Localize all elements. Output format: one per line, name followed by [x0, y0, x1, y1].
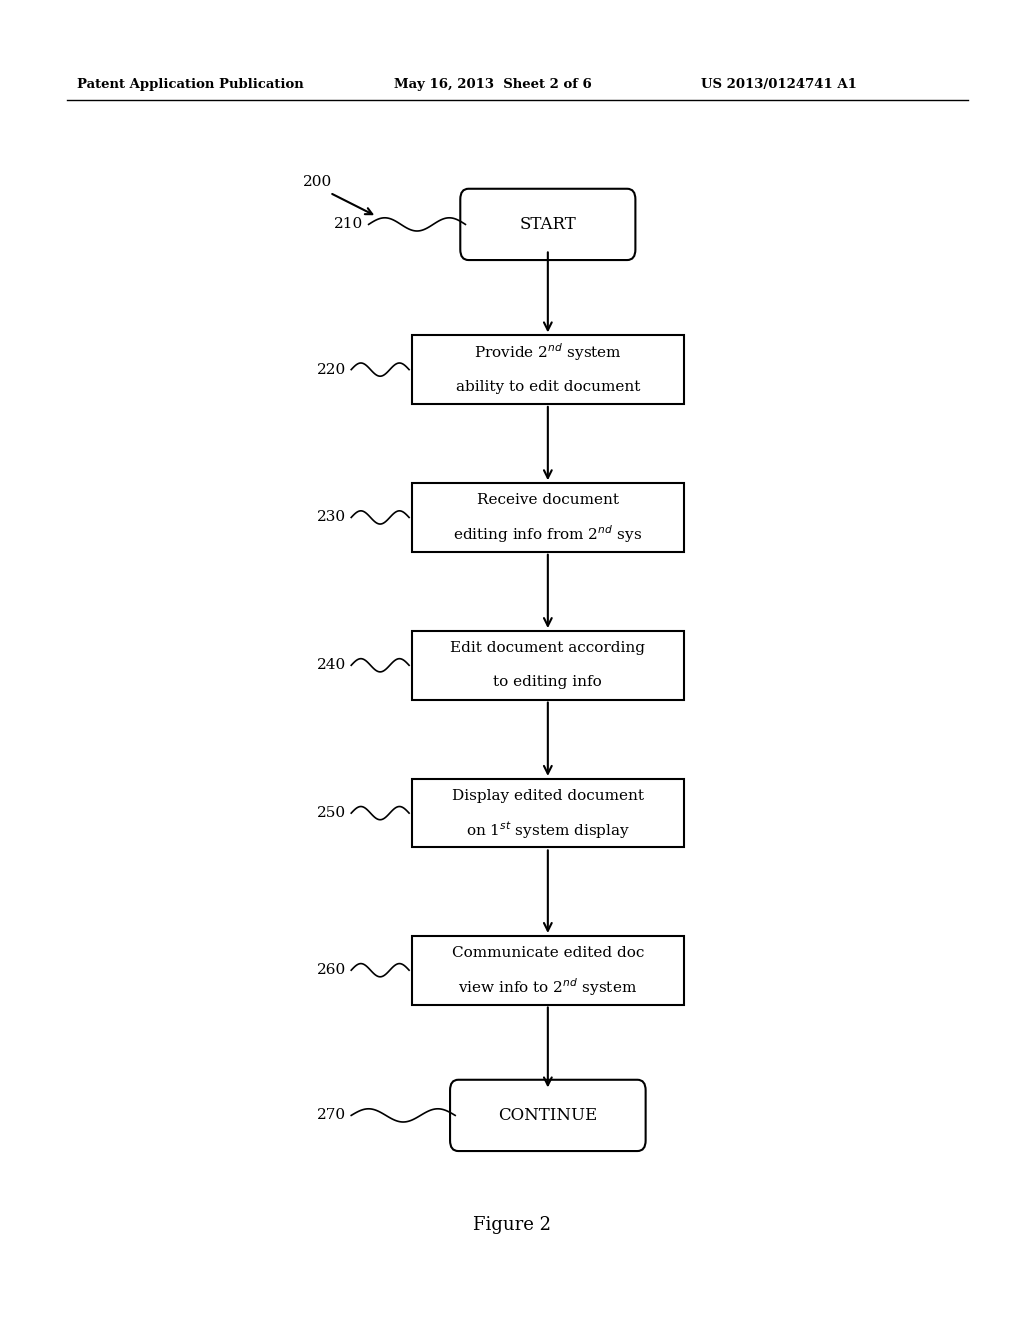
- Text: to editing info: to editing info: [494, 676, 602, 689]
- Text: 240: 240: [316, 659, 346, 672]
- FancyBboxPatch shape: [461, 189, 635, 260]
- FancyBboxPatch shape: [451, 1080, 646, 1151]
- Text: Communicate edited doc: Communicate edited doc: [452, 946, 644, 960]
- Bar: [412, 631, 684, 700]
- Text: 220: 220: [316, 363, 346, 376]
- Text: 260: 260: [316, 964, 346, 977]
- Text: 250: 250: [317, 807, 346, 820]
- Text: Figure 2: Figure 2: [473, 1216, 551, 1234]
- Text: on 1$^{st}$ system display: on 1$^{st}$ system display: [466, 820, 630, 841]
- Text: 210: 210: [334, 218, 364, 231]
- Text: Receive document: Receive document: [477, 494, 618, 507]
- Text: 270: 270: [317, 1109, 346, 1122]
- Text: editing info from 2$^{nd}$ sys: editing info from 2$^{nd}$ sys: [454, 524, 642, 545]
- Bar: [412, 779, 684, 847]
- Text: Edit document according: Edit document according: [451, 642, 645, 655]
- Bar: [412, 335, 684, 404]
- Bar: [412, 483, 684, 552]
- Text: 230: 230: [317, 511, 346, 524]
- Text: CONTINUE: CONTINUE: [499, 1107, 597, 1123]
- Text: ability to edit document: ability to edit document: [456, 380, 640, 393]
- Text: Patent Application Publication: Patent Application Publication: [77, 78, 303, 91]
- Text: Provide 2$^{nd}$ system: Provide 2$^{nd}$ system: [474, 342, 622, 363]
- Text: 200: 200: [303, 176, 332, 189]
- Text: Display edited document: Display edited document: [452, 789, 644, 803]
- Text: view info to 2$^{nd}$ system: view info to 2$^{nd}$ system: [459, 977, 637, 998]
- Bar: [412, 936, 684, 1005]
- Text: START: START: [519, 216, 577, 232]
- Text: US 2013/0124741 A1: US 2013/0124741 A1: [701, 78, 857, 91]
- Text: May 16, 2013  Sheet 2 of 6: May 16, 2013 Sheet 2 of 6: [394, 78, 592, 91]
